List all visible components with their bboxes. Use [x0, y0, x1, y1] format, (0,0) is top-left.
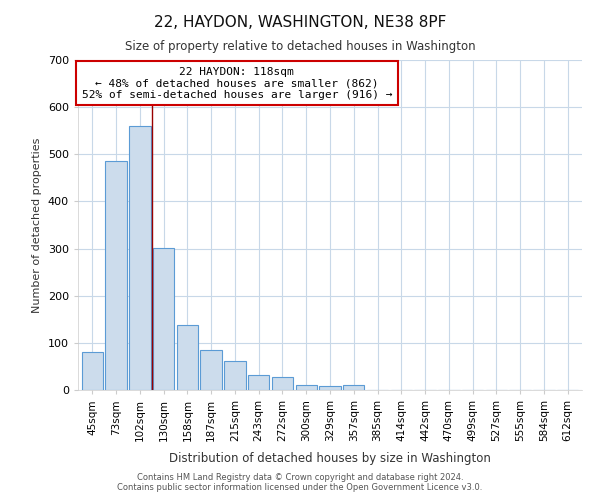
Text: Size of property relative to detached houses in Washington: Size of property relative to detached ho… — [125, 40, 475, 53]
Bar — [224, 361, 245, 390]
Text: Contains HM Land Registry data © Crown copyright and database right 2024.
Contai: Contains HM Land Registry data © Crown c… — [118, 473, 482, 492]
Bar — [343, 386, 364, 390]
Bar — [176, 325, 198, 390]
Bar — [296, 386, 317, 390]
Bar — [248, 375, 269, 390]
X-axis label: Distribution of detached houses by size in Washington: Distribution of detached houses by size … — [169, 452, 491, 466]
Bar — [319, 386, 341, 390]
Bar — [272, 377, 293, 390]
Bar — [82, 352, 103, 390]
Y-axis label: Number of detached properties: Number of detached properties — [32, 138, 42, 312]
Bar — [129, 126, 151, 390]
Bar — [153, 248, 174, 390]
Bar — [106, 162, 127, 390]
Text: 22, HAYDON, WASHINGTON, NE38 8PF: 22, HAYDON, WASHINGTON, NE38 8PF — [154, 15, 446, 30]
Text: 22 HAYDON: 118sqm
← 48% of detached houses are smaller (862)
52% of semi-detache: 22 HAYDON: 118sqm ← 48% of detached hous… — [82, 66, 392, 100]
Bar — [200, 350, 222, 390]
